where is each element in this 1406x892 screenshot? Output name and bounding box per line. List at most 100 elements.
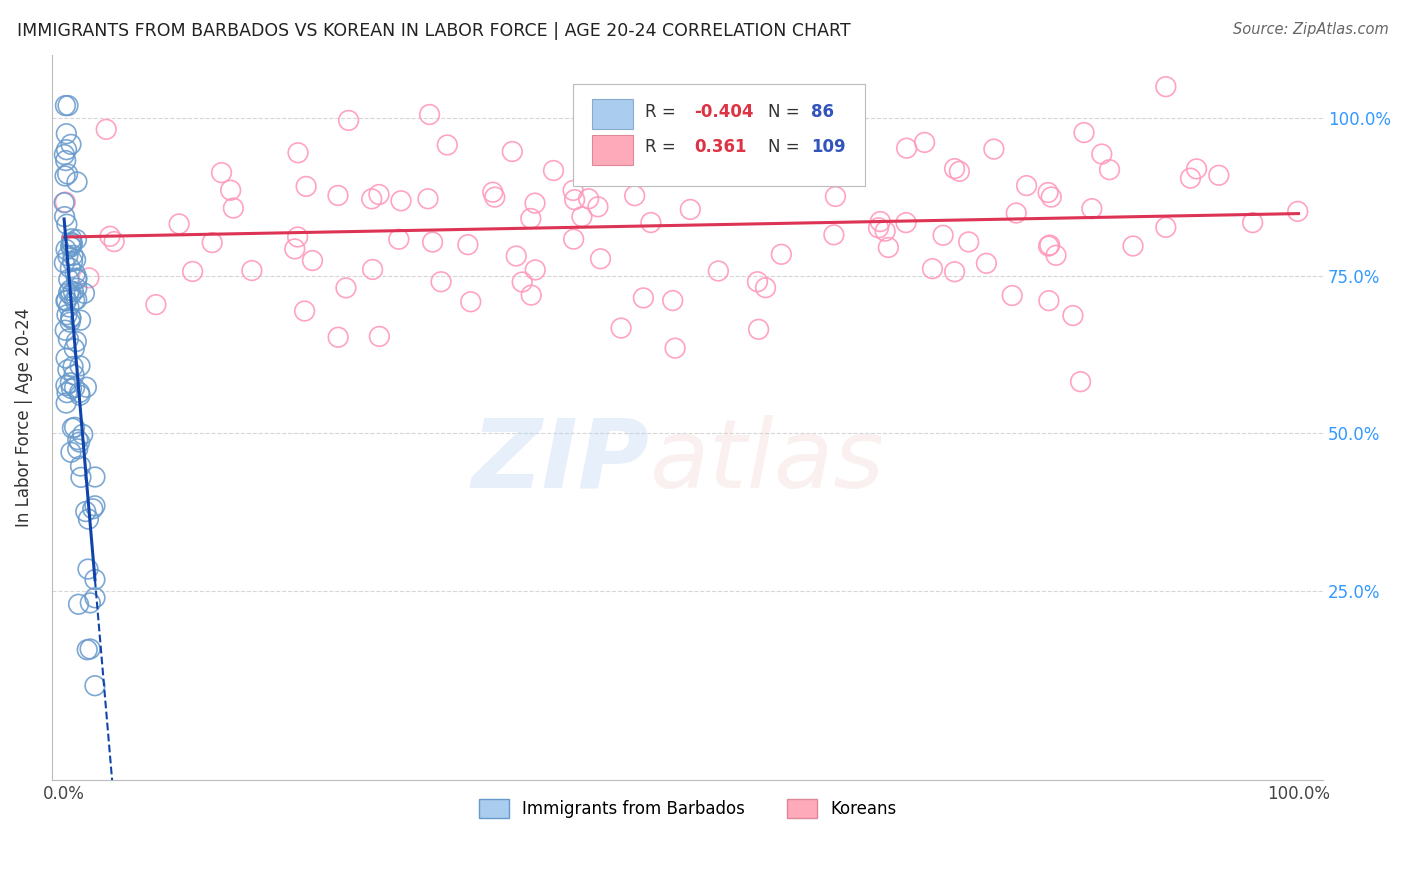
Point [55,127,77,141]
Point [932,228,955,243]
Point [505,249,527,263]
Point [56,217,79,231]
Point [957,235,980,249]
Point [66,281,89,295]
Point [921,261,943,276]
Point [59,315,82,329]
Point [875,224,897,238]
Point [59,311,82,326]
Point [943,161,966,176]
Point [211,166,233,180]
Point [1070,375,1092,389]
Point [328,330,350,344]
Y-axis label: In Labor Force | Age 20-24: In Labor Force | Age 20-24 [15,308,32,527]
Point [869,214,891,228]
Point [66,293,89,307]
Point [738,155,761,169]
Text: atlas: atlas [650,415,884,508]
Point [1081,202,1104,216]
Point [1091,147,1114,161]
Point [65,272,87,286]
Point [824,189,846,203]
Point [219,183,242,197]
Point [60,235,83,250]
Point [167,217,190,231]
Point [896,141,918,155]
Point [1122,239,1144,253]
Point [797,122,820,136]
Point [754,281,776,295]
Point [748,322,770,336]
Point [66,271,89,285]
Point [770,247,793,261]
Point [53,210,76,224]
Point [56,308,79,322]
Point [543,163,565,178]
Point [1154,79,1177,94]
Point [55,378,77,392]
Point [562,232,585,246]
Text: 109: 109 [811,138,845,156]
Point [287,230,309,244]
Point [66,175,89,189]
Point [481,185,503,199]
Point [571,210,593,224]
Point [76,642,98,657]
Point [84,679,107,693]
Point [55,153,77,168]
Point [578,192,600,206]
Point [77,562,100,576]
Point [63,342,86,356]
Point [457,237,479,252]
Point [294,304,316,318]
Point [53,147,76,161]
Point [62,285,84,299]
Point [360,192,382,206]
Point [416,192,439,206]
Point [337,113,360,128]
Point [943,265,966,279]
Point [877,240,900,254]
Point [894,216,917,230]
Point [56,98,79,112]
Point [84,573,107,587]
Point [82,501,104,516]
Point [63,293,86,308]
Point [62,248,84,262]
Point [201,235,224,250]
Point [77,270,100,285]
Point [1185,161,1208,176]
FancyBboxPatch shape [592,135,633,165]
Point [520,211,543,226]
Point [55,98,77,112]
Point [562,183,585,197]
Point [65,267,87,281]
Point [633,291,655,305]
Legend: Immigrants from Barbados, Koreans: Immigrants from Barbados, Koreans [471,790,904,826]
Point [66,433,89,447]
Point [79,596,101,610]
Point [287,145,309,160]
Point [72,427,94,442]
Point [707,264,730,278]
Point [389,194,412,208]
Point [62,254,84,268]
Point [55,293,77,308]
Point [661,293,683,308]
Point [69,458,91,473]
Point [58,332,80,346]
Point [790,145,813,159]
Point [75,504,97,518]
Point [53,195,76,210]
Point [983,142,1005,156]
Point [914,136,936,150]
Point [1015,178,1038,193]
Point [679,202,702,217]
Point [58,272,80,286]
Point [1073,126,1095,140]
Point [59,310,82,325]
Point [98,229,121,244]
Point [589,252,612,266]
Point [59,376,82,390]
Point [747,275,769,289]
